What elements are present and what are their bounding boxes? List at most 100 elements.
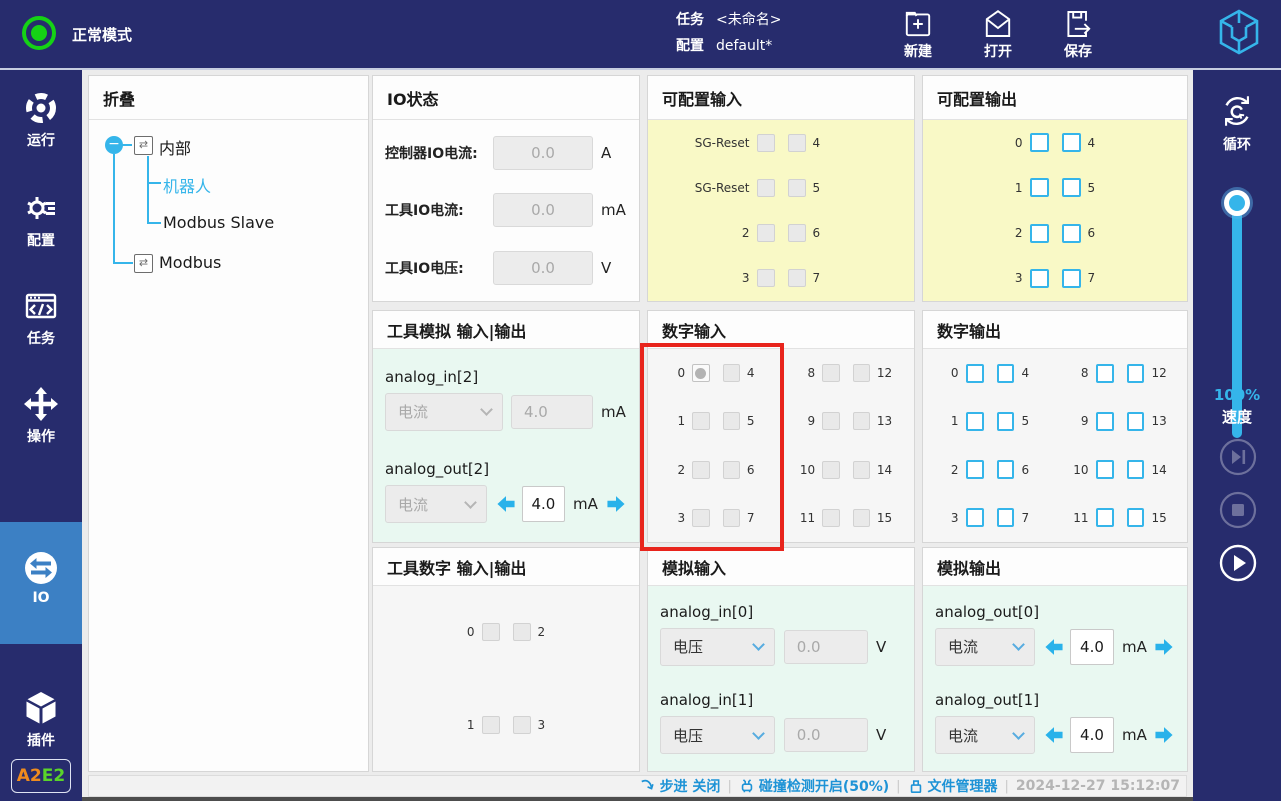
- input-state-checkbox: [481, 715, 500, 734]
- tree-node-robot[interactable]: 机器人: [163, 177, 212, 196]
- readonly-value-field: 0.0: [783, 718, 868, 753]
- analog-output-panel: 模拟输出 analog_out[0] 电流 4.0 mA analog_out[…: [922, 547, 1188, 772]
- output-toggle-checkbox[interactable]: [1095, 508, 1114, 528]
- output-toggle-checkbox[interactable]: [1029, 223, 1049, 243]
- file-manager-icon: [910, 780, 921, 794]
- digital-output-row: 11 15: [1068, 508, 1172, 528]
- output-toggle-checkbox[interactable]: [1029, 178, 1049, 198]
- input-state-checkbox: [852, 508, 870, 527]
- output-toggle-checkbox[interactable]: [996, 363, 1015, 383]
- speed-readout: 100% 速度: [1193, 386, 1281, 427]
- signal-type-select[interactable]: 电流: [935, 716, 1035, 755]
- increase-arrow-icon[interactable]: [605, 493, 627, 515]
- device-badge[interactable]: A2 E2: [11, 759, 71, 793]
- analog-out-value-field[interactable]: 4.0: [521, 486, 565, 523]
- signal-type-select[interactable]: 电压: [660, 716, 775, 755]
- io-status-panel: IO状态 控制器IO电流: 0.0 A 工具IO电流: 0.0 mA 工具IO电…: [372, 75, 640, 302]
- main-area: 折叠 − ⇄ 内部 机器人 Modbus Slave ⇄ Modbus IO状态…: [82, 70, 1193, 801]
- tree-collapse-toggle[interactable]: −: [105, 136, 123, 154]
- sidebar-item-io[interactable]: IO: [0, 522, 82, 644]
- output-toggle-checkbox[interactable]: [1061, 268, 1081, 288]
- io-node-icon: ⇄: [134, 254, 153, 273]
- output-toggle-checkbox[interactable]: [1126, 411, 1145, 431]
- output-toggle-checkbox[interactable]: [996, 460, 1015, 480]
- collision-detect-status[interactable]: 碰撞检测开启(50%): [739, 776, 889, 796]
- decrease-arrow-icon[interactable]: [495, 493, 517, 515]
- output-toggle-checkbox[interactable]: [1095, 460, 1114, 480]
- decrease-arrow-icon[interactable]: [1043, 724, 1065, 746]
- chevron-down-icon: [1012, 638, 1025, 652]
- sidebar-item-operate[interactable]: 操作: [0, 386, 82, 446]
- tree-node-internal[interactable]: 内部: [159, 139, 192, 158]
- cycle-button[interactable]: 循环: [1193, 92, 1281, 154]
- output-toggle-checkbox[interactable]: [1126, 363, 1145, 383]
- output-toggle-checkbox[interactable]: [1061, 223, 1081, 243]
- output-toggle-checkbox[interactable]: [1126, 508, 1145, 528]
- play-button[interactable]: [1219, 544, 1257, 582]
- analog-input-panel: 模拟输入 analog_in[0] 电压 0.0 V analog_in[1] …: [647, 547, 915, 772]
- output-toggle-checkbox[interactable]: [965, 508, 984, 528]
- tool-digital-row: 1 3: [466, 715, 546, 734]
- cycle-icon: [1225, 96, 1249, 126]
- output-toggle-checkbox[interactable]: [1061, 133, 1081, 153]
- sidebar-item-task[interactable]: 任务: [0, 288, 82, 348]
- signal-type-select[interactable]: 电压: [660, 627, 775, 666]
- output-toggle-checkbox[interactable]: [965, 411, 984, 431]
- panel-title: 工具模拟 输入|输出: [373, 311, 639, 349]
- chevron-down-icon: [1012, 726, 1025, 740]
- open-button[interactable]: 打开: [966, 6, 1030, 61]
- io-icon: [25, 552, 57, 584]
- analog-out-value-field[interactable]: 4.0: [1069, 717, 1114, 754]
- output-toggle-checkbox[interactable]: [1095, 411, 1114, 431]
- step-mode-status[interactable]: 步进 关闭: [640, 776, 720, 796]
- tool-analog-panel: 工具模拟 输入|输出 analog_in[2] 电流 4.0 mA analog…: [372, 310, 640, 543]
- output-toggle-checkbox[interactable]: [1126, 460, 1145, 480]
- stop-icon: [1219, 491, 1257, 529]
- top-bar: 正常模式 任务 <未命名> 配置 default* 新建 打开 保存: [0, 0, 1281, 70]
- input-state-checkbox: [692, 508, 710, 527]
- increase-arrow-icon[interactable]: [1153, 724, 1175, 746]
- output-toggle-checkbox[interactable]: [1095, 363, 1114, 383]
- tree-node-modbus[interactable]: Modbus: [159, 253, 222, 272]
- operate-icon: [24, 387, 58, 421]
- decrease-arrow-icon[interactable]: [1043, 636, 1065, 658]
- output-toggle-checkbox[interactable]: [996, 508, 1015, 528]
- chevron-down-icon: [751, 638, 765, 652]
- tool-analog-in-channel: analog_in[2] 电流 4.0 mA: [385, 368, 627, 431]
- input-state-checkbox: [822, 412, 840, 431]
- tree-panel-title[interactable]: 折叠: [89, 76, 368, 120]
- sidebar-item-plugin[interactable]: 插件: [0, 690, 82, 750]
- increase-arrow-icon[interactable]: [1153, 636, 1175, 658]
- tree-node-modbus-slave[interactable]: Modbus Slave: [163, 213, 275, 232]
- digital-output-row: 8 12: [1068, 363, 1172, 383]
- output-toggle-checkbox[interactable]: [1029, 268, 1049, 288]
- speed-slider[interactable]: [1224, 190, 1250, 438]
- input-state-checkbox: [692, 364, 710, 383]
- save-button[interactable]: 保存: [1046, 6, 1110, 61]
- task-value: <未命名>: [716, 12, 782, 28]
- new-button[interactable]: 新建: [886, 6, 950, 61]
- chevron-down-icon: [464, 495, 477, 509]
- output-toggle-checkbox[interactable]: [1061, 178, 1081, 198]
- output-toggle-checkbox[interactable]: [965, 363, 984, 383]
- input-state-checkbox: [852, 460, 870, 479]
- input-state-checkbox: [787, 178, 806, 197]
- configurable-input-panel: 可配置输入 SG-Reset 4 SG-Reset 5 2: [647, 75, 915, 302]
- speed-slider-thumb[interactable]: [1224, 190, 1250, 216]
- output-toggle-checkbox[interactable]: [996, 411, 1015, 431]
- signal-type-select[interactable]: 电流: [935, 627, 1035, 666]
- digital-input-panel: 数字输入 0 4 1 5: [647, 310, 915, 543]
- sidebar-item-run[interactable]: 运行: [0, 90, 82, 150]
- input-state-checkbox: [787, 269, 806, 288]
- panel-title: IO状态: [373, 76, 639, 120]
- digital-input-row: 1 5: [677, 412, 755, 431]
- panel-title: 数字输入: [648, 311, 914, 349]
- analog-out-value-field[interactable]: 4.0: [1069, 628, 1114, 665]
- file-manager-button[interactable]: 文件管理器: [908, 776, 998, 796]
- output-toggle-checkbox[interactable]: [965, 460, 984, 480]
- sidebar-item-config[interactable]: 配置: [0, 190, 82, 250]
- output-toggle-checkbox[interactable]: [1029, 133, 1049, 153]
- digital-output-row: 0 4: [938, 363, 1042, 383]
- channel-name: analog_in[0]: [660, 602, 754, 621]
- configurable-input-row: SG-Reset 5: [694, 178, 821, 197]
